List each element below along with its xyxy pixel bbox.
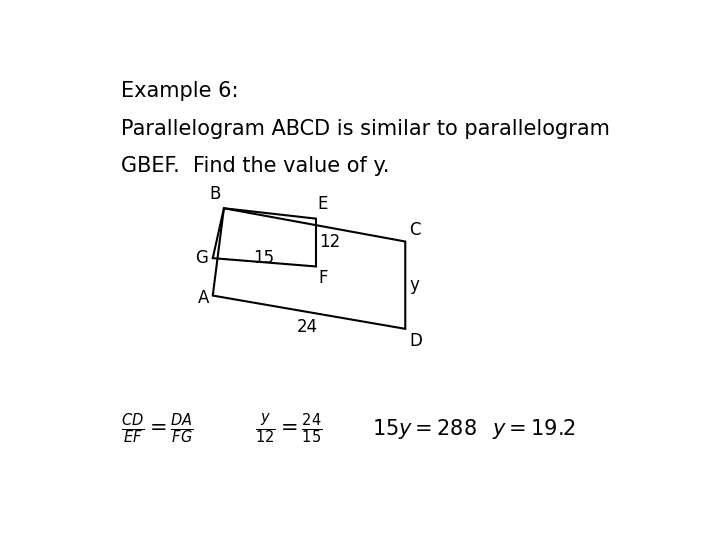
Text: C: C xyxy=(409,221,420,239)
Text: 15: 15 xyxy=(253,249,274,267)
Text: GBEF.  Find the value of y.: GBEF. Find the value of y. xyxy=(121,156,390,176)
Text: A: A xyxy=(197,289,209,307)
Text: $\frac{\mathit{y}}{12} = \frac{24}{15}$: $\frac{\mathit{y}}{12} = \frac{24}{15}$ xyxy=(255,411,322,446)
Text: y: y xyxy=(409,276,419,294)
Text: $15y = 288$: $15y = 288$ xyxy=(372,417,477,441)
Text: Example 6:: Example 6: xyxy=(121,82,238,102)
Text: B: B xyxy=(210,185,221,203)
Text: F: F xyxy=(319,268,328,287)
Text: D: D xyxy=(409,332,422,350)
Text: $y = 19.2$: $y = 19.2$ xyxy=(492,417,575,441)
Text: 12: 12 xyxy=(319,233,340,251)
Text: 24: 24 xyxy=(297,319,318,336)
Text: G: G xyxy=(195,249,208,267)
Text: $\frac{\mathit{CD}}{\mathit{EF}} = \frac{\mathit{DA}}{\mathit{FG}}$: $\frac{\mathit{CD}}{\mathit{EF}} = \frac… xyxy=(121,411,194,446)
Text: Parallelogram ABCD is similar to parallelogram: Parallelogram ABCD is similar to paralle… xyxy=(121,119,610,139)
Text: E: E xyxy=(318,195,328,213)
